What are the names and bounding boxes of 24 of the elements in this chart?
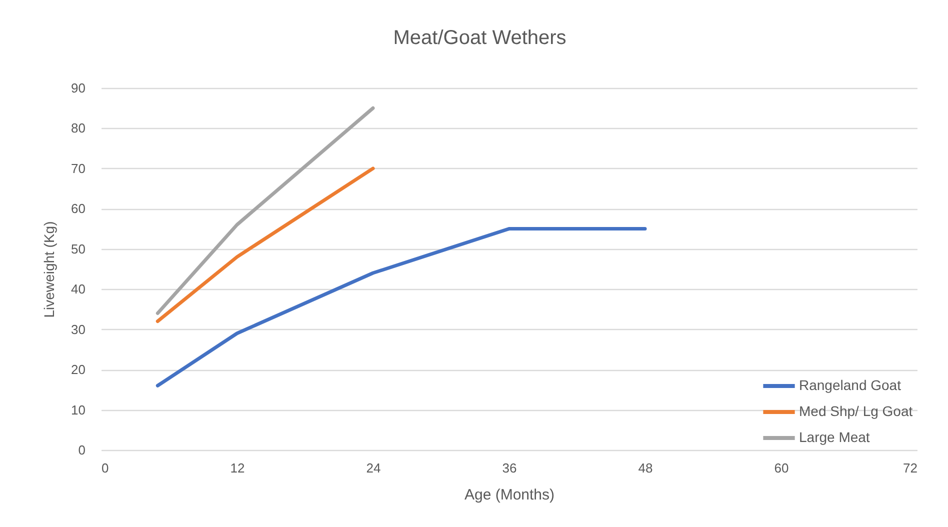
y-tick-label: 30 xyxy=(71,322,86,337)
chart-title: Meat/Goat Wethers xyxy=(393,27,566,49)
legend-label: Large Meat xyxy=(799,429,870,445)
y-tick-label: 80 xyxy=(71,120,86,136)
x-axis-title: Age (Months) xyxy=(464,486,555,504)
x-tick-label: 48 xyxy=(638,460,653,476)
x-tick-label: 60 xyxy=(774,460,789,476)
y-tick-label: 0 xyxy=(78,442,86,458)
y-tick-label: 10 xyxy=(71,402,86,418)
y-tick-label: 70 xyxy=(71,160,86,176)
y-tick-label: 90 xyxy=(71,80,86,96)
x-tick-label: 12 xyxy=(230,460,245,476)
x-tick-label: 0 xyxy=(102,460,109,476)
legend-label: Med Shp/ Lg Goat xyxy=(799,403,913,419)
y-tick-label: 40 xyxy=(71,282,86,297)
y-axis-title: Liveweight (Kg) xyxy=(41,221,58,318)
x-tick-label: 72 xyxy=(903,460,918,476)
y-tick-label: 20 xyxy=(71,362,86,378)
x-tick-label: 24 xyxy=(366,460,381,476)
x-tick-label: 36 xyxy=(502,460,517,476)
y-tick-label: 50 xyxy=(71,241,86,256)
line-series xyxy=(156,227,647,388)
legend-label: Rangeland Goat xyxy=(799,377,902,393)
y-tick-label: 60 xyxy=(71,201,86,216)
